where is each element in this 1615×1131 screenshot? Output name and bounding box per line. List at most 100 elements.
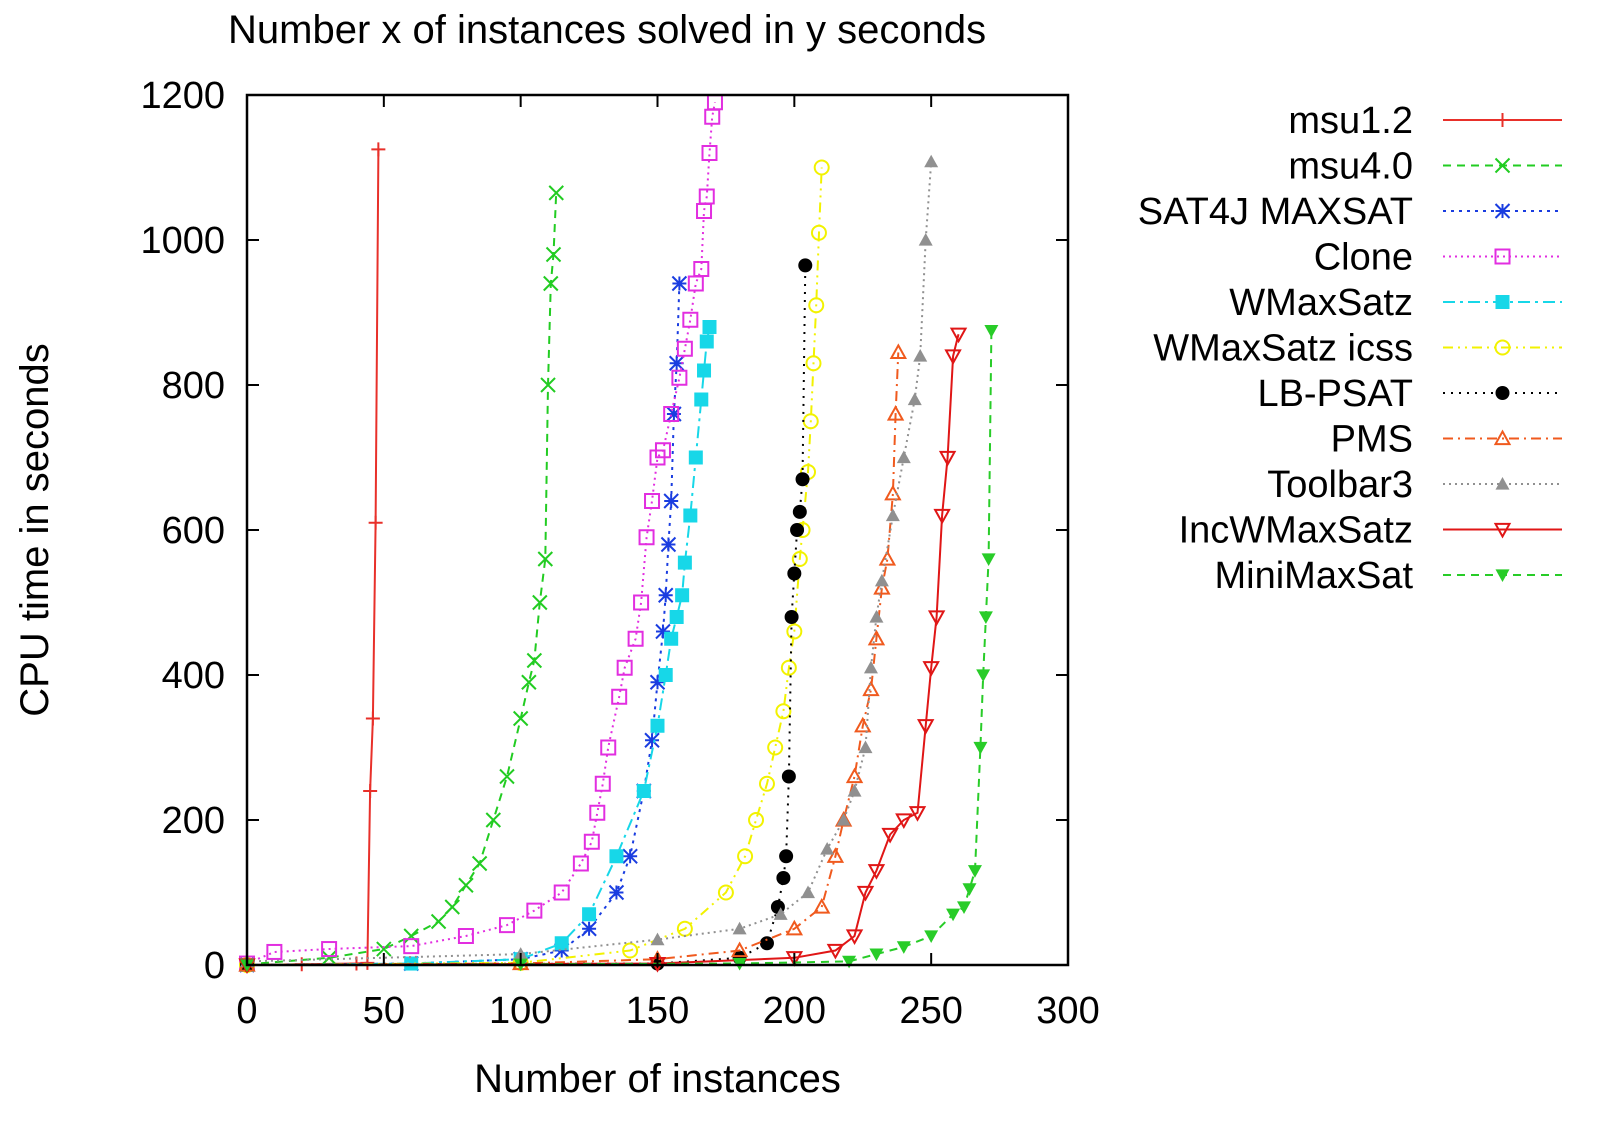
x-tick-label: 100 xyxy=(489,990,552,1032)
x-tick-label: 200 xyxy=(763,990,826,1032)
data-point xyxy=(702,320,717,334)
legend-item: IncWMaxSatz xyxy=(1179,510,1562,552)
series-sat4j-maxsat xyxy=(239,275,688,973)
data-point xyxy=(512,710,529,727)
data-point xyxy=(798,258,813,273)
data-point xyxy=(688,450,703,465)
data-point xyxy=(666,406,682,422)
legend-label: MiniMaxSat xyxy=(1215,555,1414,597)
data-point xyxy=(813,897,831,914)
data-point xyxy=(813,159,830,176)
data-point xyxy=(485,812,502,828)
data-point xyxy=(589,804,606,821)
data-point xyxy=(869,948,884,962)
data-point xyxy=(458,877,474,893)
data-point xyxy=(633,594,650,611)
data-point xyxy=(967,865,982,878)
data-point xyxy=(896,450,911,464)
legend-label: PMS xyxy=(1331,419,1413,461)
data-point xyxy=(957,901,972,914)
data-point xyxy=(594,775,611,792)
data-point xyxy=(553,884,570,901)
legend-label: IncWMaxSatz xyxy=(1179,510,1413,552)
series-minimaxsat xyxy=(240,325,999,972)
data-point xyxy=(693,261,710,277)
x-tick-label: 250 xyxy=(899,990,962,1032)
data-point xyxy=(321,941,338,958)
data-point xyxy=(938,450,957,467)
data-point xyxy=(786,623,803,640)
data-point xyxy=(767,739,784,756)
data-point xyxy=(649,674,666,690)
data-point xyxy=(976,669,991,682)
data-point xyxy=(554,936,569,951)
series-clone xyxy=(239,94,723,972)
series-lb-psat xyxy=(240,258,813,972)
data-point xyxy=(962,883,977,896)
legend-item: msu4.0 xyxy=(1288,146,1562,188)
data-point xyxy=(792,504,807,519)
data-point xyxy=(622,848,638,864)
legend-label: msu1.2 xyxy=(1288,100,1413,142)
series-line xyxy=(246,192,558,966)
data-point xyxy=(701,145,718,161)
data-point xyxy=(779,849,794,864)
data-point xyxy=(858,740,873,754)
data-point xyxy=(981,553,996,566)
series-curves xyxy=(238,94,999,975)
series-line xyxy=(246,352,900,966)
legend-label: WMaxSatz icss xyxy=(1153,328,1413,370)
data-point xyxy=(636,784,651,798)
x-tick-label: 150 xyxy=(626,990,689,1032)
data-point xyxy=(924,930,939,943)
data-point xyxy=(874,573,889,587)
data-point xyxy=(583,833,600,850)
data-point xyxy=(668,355,685,371)
data-point xyxy=(748,812,765,828)
data-point xyxy=(644,493,661,509)
legend-swatch-marker xyxy=(1494,339,1511,356)
data-point xyxy=(781,769,796,784)
data-point xyxy=(532,594,548,611)
data-point xyxy=(867,864,886,880)
data-point xyxy=(775,703,792,720)
legend-label: WMaxSatz xyxy=(1229,282,1413,324)
data-point xyxy=(862,680,880,697)
legend-swatch-marker xyxy=(1495,386,1510,400)
data-point xyxy=(430,913,447,930)
data-point xyxy=(365,711,380,726)
data-point xyxy=(608,884,625,901)
data-point xyxy=(889,343,908,359)
data-point xyxy=(895,813,913,830)
data-point xyxy=(836,813,851,826)
data-point xyxy=(663,493,679,509)
data-point xyxy=(683,508,698,523)
data-point xyxy=(363,784,378,798)
series-line xyxy=(246,265,807,966)
data-point xyxy=(826,847,845,863)
legend-label: Toolbar3 xyxy=(1267,464,1413,506)
series-msu4-0 xyxy=(239,185,564,972)
legend-swatch-marker xyxy=(1494,248,1511,265)
data-point xyxy=(984,325,999,338)
data-point xyxy=(780,659,797,676)
data-point xyxy=(867,629,886,646)
legend-swatch-marker xyxy=(1493,429,1512,446)
legend-label: msu4.0 xyxy=(1288,146,1413,188)
data-point xyxy=(444,899,460,915)
data-point xyxy=(785,919,804,936)
data-point xyxy=(758,775,775,792)
data-point xyxy=(548,185,564,201)
data-point xyxy=(730,941,749,958)
data-point xyxy=(537,551,554,567)
data-point xyxy=(403,938,420,955)
data-point xyxy=(600,739,617,756)
data-point xyxy=(881,827,899,844)
y-tick-label: 1200 xyxy=(140,75,225,117)
legend-label: SAT4J MAXSAT xyxy=(1138,191,1413,233)
legend-item: Clone xyxy=(1314,237,1562,279)
data-point xyxy=(498,917,515,934)
data-point xyxy=(704,108,721,125)
data-point xyxy=(785,951,804,967)
x-tick-label: 300 xyxy=(1036,990,1099,1032)
